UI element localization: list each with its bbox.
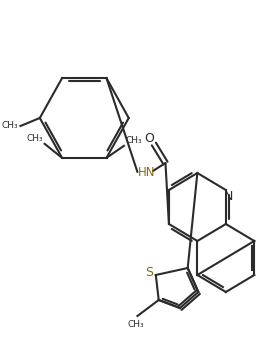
Text: O: O — [144, 132, 154, 144]
Text: S: S — [145, 266, 153, 279]
Text: CH₃: CH₃ — [126, 136, 143, 145]
Text: CH₃: CH₃ — [2, 121, 19, 131]
Text: CH₃: CH₃ — [26, 134, 43, 143]
Text: HN: HN — [138, 165, 155, 178]
Text: N: N — [224, 191, 234, 203]
Text: CH₃: CH₃ — [127, 320, 144, 329]
